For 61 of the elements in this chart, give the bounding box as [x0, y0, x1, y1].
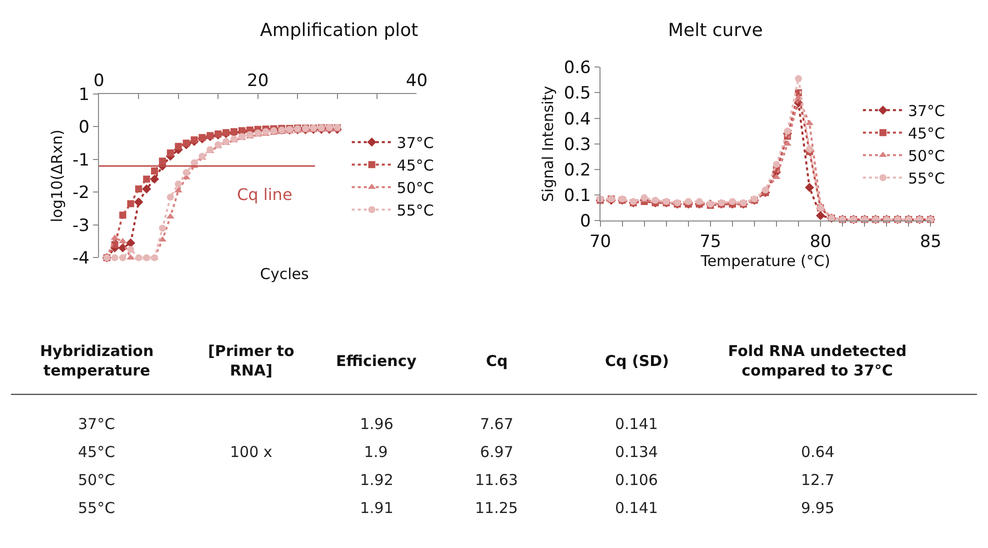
y-axis-title: Signal Intensity [539, 86, 558, 202]
text: 9.95 [801, 499, 834, 517]
text: 12.7 [801, 471, 834, 489]
y-axis-title: log10(ΔRxn) [48, 129, 66, 222]
legend-label: 45°C [396, 156, 434, 174]
y-tick-label: 1 [78, 84, 90, 105]
x-axis-title: Temperature (°C) [700, 252, 830, 270]
text: 0.141 [615, 415, 658, 433]
text: 45°C [78, 443, 116, 461]
chart-title: Amplification plot [260, 20, 418, 41]
text: 11.63 [475, 471, 518, 489]
y-tick-label: -2 [72, 183, 90, 204]
text: 6.97 [480, 443, 514, 461]
legend-label: 37°C [908, 102, 946, 120]
y-tick-label: -3 [72, 216, 90, 236]
y-tick-label: 0.2 [564, 160, 591, 180]
category-label: Cq (SD) [605, 352, 669, 370]
y-tick-label: 0 [78, 118, 90, 138]
x-tick-label: 80 [810, 232, 832, 252]
category-label: Cq [486, 352, 508, 370]
legend-label: 55°C [908, 170, 946, 188]
text: 11.25 [475, 499, 518, 517]
text: 37°C [78, 415, 116, 433]
y-tick-label: 0.6 [564, 58, 591, 78]
ref-line-label: Cq line [237, 185, 292, 204]
y-tick-label: 0.4 [564, 109, 591, 130]
category-label: [Primer to RNA] [208, 342, 294, 380]
category-label: Hybridization temperature [40, 342, 154, 380]
text: 55°C [78, 499, 116, 517]
text: 1.92 [360, 471, 394, 489]
text: 100 x [230, 443, 272, 461]
text: 1.91 [360, 499, 394, 517]
legend-label: 55°C [396, 201, 434, 220]
legend-label: 45°C [908, 124, 946, 143]
x-tick-label: 40 [406, 71, 428, 92]
x-tick-label: 85 [920, 232, 942, 252]
text: 0.141 [615, 499, 658, 517]
text: 7.67 [480, 415, 514, 433]
legend-label: 37°C [396, 134, 434, 152]
x-tick-label: 75 [700, 232, 722, 252]
text: 0.106 [615, 471, 658, 489]
category-label: Fold RNA undetected compared to 37°C [728, 342, 907, 380]
text: 0.134 [615, 443, 658, 461]
text: 1.9 [364, 443, 388, 461]
x-tick-label: 70 [589, 232, 612, 252]
y-tick-label: 0 [580, 212, 591, 232]
y-tick-label: 0.5 [564, 84, 591, 104]
chart-title: Melt curve [668, 20, 763, 41]
x-axis-title: Cycles [260, 265, 309, 283]
x-tick-label: 0 [93, 71, 104, 92]
text: 50°C [78, 471, 116, 489]
text: 0.64 [801, 443, 834, 461]
legend-label: 50°C [396, 178, 434, 197]
y-tick-label: 0.3 [564, 134, 591, 155]
category-label: Efficiency [336, 352, 417, 370]
y-tick-label: -1 [72, 150, 90, 170]
legend-label: 50°C [908, 147, 946, 166]
y-tick-label: 0.1 [564, 186, 591, 206]
y-tick-label: -4 [72, 248, 90, 269]
x-tick-label: 20 [246, 71, 269, 92]
text: 1.96 [360, 415, 394, 433]
